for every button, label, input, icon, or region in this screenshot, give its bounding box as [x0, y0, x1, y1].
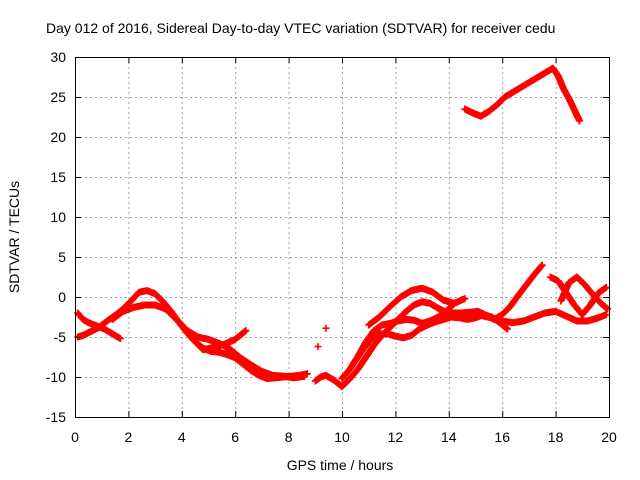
y-tick-label: 15 [50, 169, 66, 185]
series-track-11 [557, 273, 612, 313]
series-track-12 [461, 64, 584, 125]
x-axis: 0 2 4 6 8 10 12 14 16 18 20 [71, 57, 617, 445]
y-axis: -15 -10 -5 0 5 10 15 20 25 30 [46, 49, 609, 425]
y-tick-label: -10 [46, 369, 66, 385]
y-tick-label: 10 [50, 209, 66, 225]
x-tick-label: 14 [441, 429, 457, 445]
x-tick-label: 18 [548, 429, 564, 445]
data-markers [178, 321, 250, 354]
x-tick-label: 16 [494, 429, 510, 445]
x-axis-label: GPS time / hours [287, 457, 394, 473]
y-tick-label: 5 [58, 249, 66, 265]
y-axis-label: SDTVAR / TECUs [6, 181, 22, 293]
series-track-9 [477, 307, 610, 327]
y-tick-label: 20 [50, 129, 66, 145]
x-tick-label: 8 [285, 429, 293, 445]
data-layer [74, 64, 612, 391]
x-tick-label: 20 [601, 429, 617, 445]
x-tick-label: 2 [125, 429, 133, 445]
data-markers [461, 64, 584, 125]
y-tick-label: 30 [50, 49, 66, 65]
y-tick-label: 25 [50, 89, 66, 105]
x-tick-label: 10 [334, 429, 350, 445]
data-markers [365, 284, 469, 329]
x-tick-label: 6 [231, 429, 239, 445]
series-track-4 [178, 321, 250, 354]
y-tick-label: -15 [46, 409, 66, 425]
series-track-2 [74, 309, 124, 343]
y-tick-label: 0 [58, 289, 66, 305]
data-markers [108, 301, 309, 382]
series-track-8 [365, 284, 469, 329]
y-tick-label: -5 [54, 329, 67, 345]
data-markers [74, 309, 124, 343]
chart-title: Day 012 of 2016, Sidereal Day-to-day VTE… [46, 20, 555, 36]
x-tick-label: 12 [388, 429, 404, 445]
series-track-3 [108, 301, 309, 382]
data-markers [314, 324, 330, 351]
grid [75, 57, 609, 417]
x-tick-label: 4 [178, 429, 186, 445]
x-tick-label: 0 [71, 429, 79, 445]
data-markers [557, 273, 612, 313]
data-markers [477, 307, 610, 327]
series-outliers [314, 324, 330, 351]
